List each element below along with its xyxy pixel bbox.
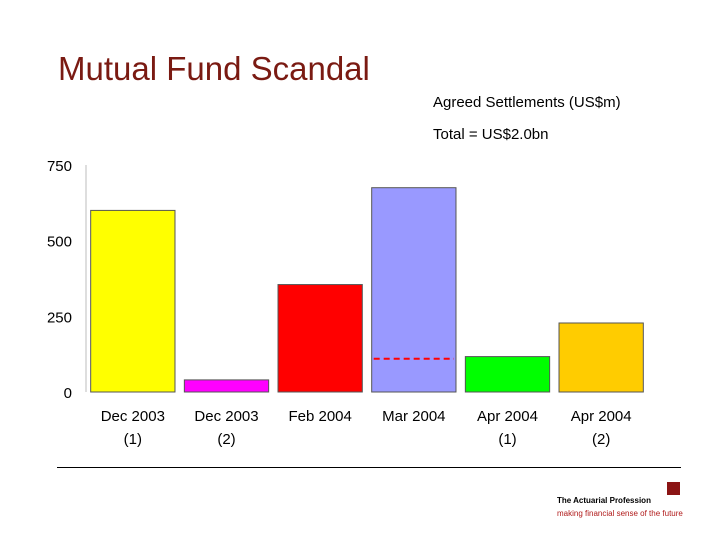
- bar-chart: 0 250 500 750 Dec 2003 (1) Dec 2003 (2) Feb 2004…: [47, 158, 644, 448]
- logo-square-icon: [667, 482, 680, 495]
- slide-title: Mutual Fund Scandal: [58, 50, 370, 87]
- x-tick-label: (1): [498, 431, 516, 448]
- chart-title: Agreed Settlements (US$m): [433, 94, 621, 111]
- y-tick-label: 0: [64, 385, 72, 402]
- bar: [558, 322, 644, 393]
- x-tick-label: Apr 2004: [477, 408, 538, 425]
- bar: [90, 209, 176, 393]
- organization-name: The Actuarial Profession: [557, 496, 651, 505]
- x-tick-label: Mar 2004: [382, 408, 445, 425]
- x-tick-label: (1): [124, 431, 142, 448]
- x-tick-label: Dec 2003: [194, 408, 258, 425]
- bar: [183, 379, 270, 393]
- bar: [464, 356, 551, 393]
- x-tick-label: Dec 2003: [101, 408, 165, 425]
- x-tick-label: Apr 2004: [571, 408, 632, 425]
- organization-tagline: making financial sense of the future: [557, 509, 683, 518]
- y-tick-label: 750: [47, 158, 72, 175]
- x-tick-label: (2): [592, 431, 610, 448]
- bar: [277, 284, 363, 393]
- bar: [371, 187, 457, 393]
- y-tick-label: 500: [47, 234, 72, 251]
- x-tick-label: Feb 2004: [288, 408, 351, 425]
- chart-subtitle: Total = US$2.0bn: [433, 126, 549, 143]
- footer-divider: [57, 467, 681, 468]
- x-tick-label: (2): [217, 431, 235, 448]
- y-tick-label: 250: [47, 309, 72, 326]
